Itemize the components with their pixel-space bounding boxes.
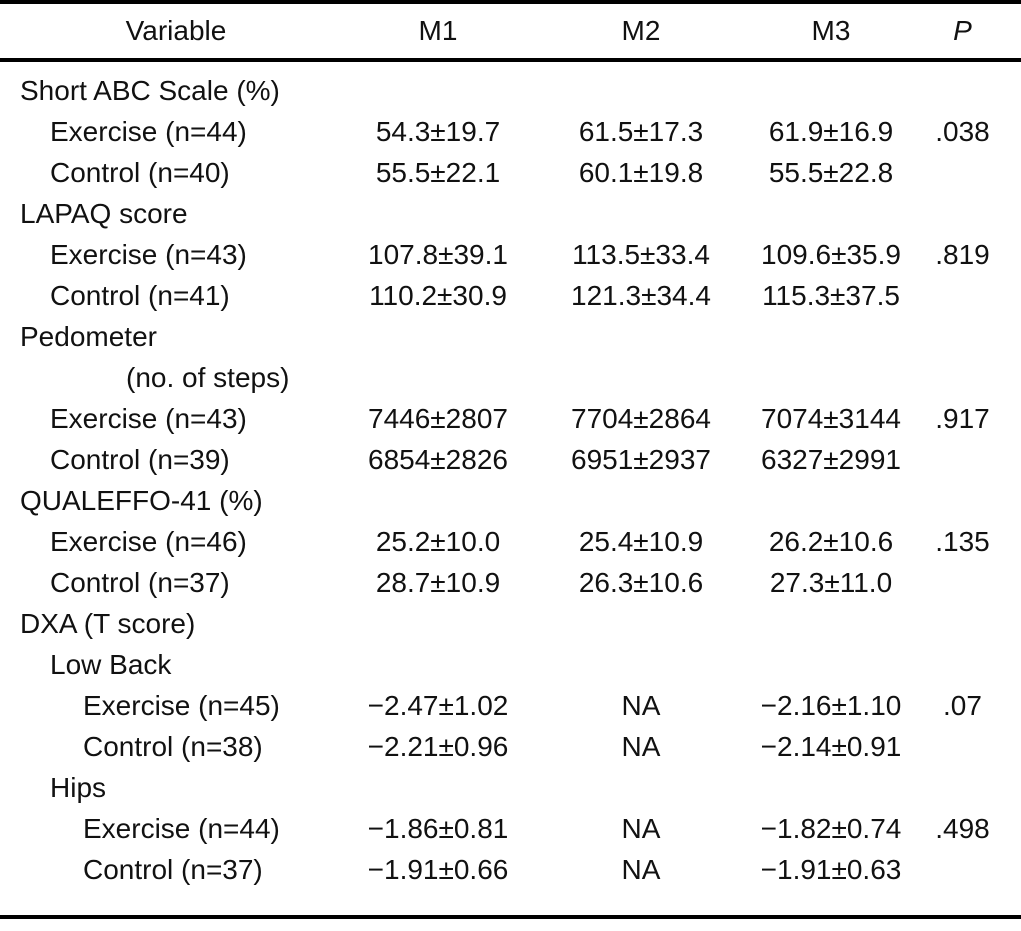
- cell-m3: −2.16±1.10: [760, 690, 902, 721]
- table-row: Hips: [0, 767, 1021, 808]
- cell-p: .135: [935, 526, 990, 557]
- table-row: Control (n=40) 55.5±22.1 60.1±19.8 55.5±22.…: [0, 152, 1021, 193]
- cell-variable: Control (n=37): [50, 567, 230, 598]
- cell-m2: 60.1±19.8: [578, 157, 704, 188]
- table-row: Control (n=37) 28.7±10.9 26.3±10.6 27.3±11.…: [0, 562, 1021, 603]
- cell-m3: 26.2±10.6: [768, 526, 894, 557]
- cell-variable: Pedometer: [20, 321, 157, 352]
- cell-variable: (no. of steps): [126, 362, 290, 393]
- cell-m3: 115.3±37.5: [762, 280, 900, 311]
- table-row: Exercise (n=43) 107.8±39.1 113.5±33.4 109.6…: [0, 234, 1021, 275]
- cell-m1: −2.21±0.96: [367, 731, 509, 762]
- table-row: Short ABC Scale (%): [0, 70, 1021, 111]
- cell-m2: NA: [621, 854, 661, 885]
- body-bottom-spacer: [0, 890, 1021, 915]
- cell-m2: NA: [621, 690, 661, 721]
- table-row: Exercise (n=46) 25.2±10.0 25.4±10.9 26.2±10…: [0, 521, 1021, 562]
- cell-variable: Control (n=38): [83, 731, 263, 762]
- bottom-rule: [0, 915, 1021, 919]
- cell-m2: 7704±2864: [571, 403, 711, 434]
- cell-variable: DXA (T score): [20, 608, 196, 639]
- cell-variable: Control (n=37): [83, 854, 263, 885]
- column-header-variable: Variable: [125, 15, 227, 46]
- table-row: Control (n=38) −2.21±0.96 NA −2.14±0.91: [0, 726, 1021, 767]
- cell-m2: 6951±2937: [571, 444, 711, 475]
- cell-m1: −2.47±1.02: [367, 690, 509, 721]
- table-row: (no. of steps): [0, 357, 1021, 398]
- cell-m2: 26.3±10.6: [578, 567, 704, 598]
- table-row: Exercise (n=44) −1.86±0.81 NA −1.82±0.74 .49…: [0, 808, 1021, 849]
- column-header-m2: M2: [621, 15, 661, 46]
- cell-variable: Exercise (n=44): [50, 116, 247, 147]
- cell-m2: 61.5±17.3: [578, 116, 704, 147]
- table-row: LAPAQ score: [0, 193, 1021, 234]
- column-header-m3: M3: [811, 15, 851, 46]
- table-header-row: Variable M1 M2 M3 P: [0, 4, 1021, 58]
- cell-variable: Low Back: [50, 649, 172, 680]
- cell-m1: 55.5±22.1: [375, 157, 501, 188]
- column-header-m1: M1: [418, 15, 458, 46]
- header-rule: [0, 58, 1021, 62]
- cell-m3: 109.6±35.9: [761, 239, 901, 270]
- cell-variable: Control (n=39): [50, 444, 230, 475]
- table-row: Exercise (n=45) −2.47±1.02 NA −2.16±1.10 .07: [0, 685, 1021, 726]
- cell-variable: Hips: [50, 772, 107, 803]
- cell-p: .917: [935, 403, 990, 434]
- table-row: QUALEFFO-41 (%): [0, 480, 1021, 521]
- cell-m3: −1.91±0.63: [760, 854, 902, 885]
- cell-p: .819: [935, 239, 990, 270]
- table-row: Control (n=37) −1.91±0.66 NA −1.91±0.63: [0, 849, 1021, 890]
- cell-m1: 28.7±10.9: [375, 567, 501, 598]
- cell-m2: 121.3±34.4: [571, 280, 711, 311]
- cell-m3: 6327±2991: [761, 444, 901, 475]
- cell-variable: Exercise (n=43): [50, 403, 247, 434]
- table-row: Pedometer: [0, 316, 1021, 357]
- table-row: DXA (T score): [0, 603, 1021, 644]
- body-top-spacer: [0, 62, 1021, 70]
- cell-variable: Control (n=40): [50, 157, 230, 188]
- cell-m1: 25.2±10.0: [375, 526, 501, 557]
- cell-m1: 107.8±39.1: [368, 239, 508, 270]
- cell-m1: 6854±2826: [368, 444, 508, 475]
- table-row: Exercise (n=43) 7446±2807 7704±2864 7074±31…: [0, 398, 1021, 439]
- cell-m3: 7074±3144: [761, 403, 901, 434]
- cell-p: .498: [935, 813, 990, 844]
- cell-m1: −1.86±0.81: [367, 813, 509, 844]
- table-row: Control (n=39) 6854±2826 6951±2937 6327±299…: [0, 439, 1021, 480]
- cell-variable: LAPAQ score: [20, 198, 188, 229]
- cell-m1: −1.91±0.66: [367, 854, 509, 885]
- cell-variable: Short ABC Scale (%): [20, 75, 280, 106]
- table-row: Exercise (n=44) 54.3±19.7 61.5±17.3 61.9±16…: [0, 111, 1021, 152]
- cell-m2: NA: [621, 813, 661, 844]
- cell-variable: QUALEFFO-41 (%): [20, 485, 263, 516]
- cell-m3: −1.82±0.74: [760, 813, 902, 844]
- cell-variable: Exercise (n=45): [83, 690, 280, 721]
- cell-m1: 54.3±19.7: [375, 116, 501, 147]
- top-rule: [0, 0, 1021, 4]
- cell-m2: NA: [621, 731, 661, 762]
- cell-m3: 27.3±11.0: [769, 567, 893, 598]
- column-header-p: P: [953, 15, 972, 46]
- table-row: Control (n=41) 110.2±30.9 121.3±34.4 115.3±…: [0, 275, 1021, 316]
- cell-m1: 7446±2807: [368, 403, 508, 434]
- cell-m2: 25.4±10.9: [578, 526, 704, 557]
- cell-m3: 55.5±22.8: [768, 157, 894, 188]
- table-row: Low Back: [0, 644, 1021, 685]
- cell-m3: 61.9±16.9: [768, 116, 894, 147]
- cell-m3: −2.14±0.91: [760, 731, 902, 762]
- cell-m2: 113.5±33.4: [572, 239, 710, 270]
- cell-variable: Control (n=41): [50, 280, 230, 311]
- cell-variable: Exercise (n=46): [50, 526, 247, 557]
- cell-m1: 110.2±30.9: [369, 280, 507, 311]
- cell-p: .038: [935, 116, 990, 147]
- cell-p: .07: [943, 690, 982, 721]
- table-body: Short ABC Scale (%) Exercise (n=44) 54.3±1…: [0, 70, 1021, 890]
- cell-variable: Exercise (n=44): [83, 813, 280, 844]
- cell-variable: Exercise (n=43): [50, 239, 247, 270]
